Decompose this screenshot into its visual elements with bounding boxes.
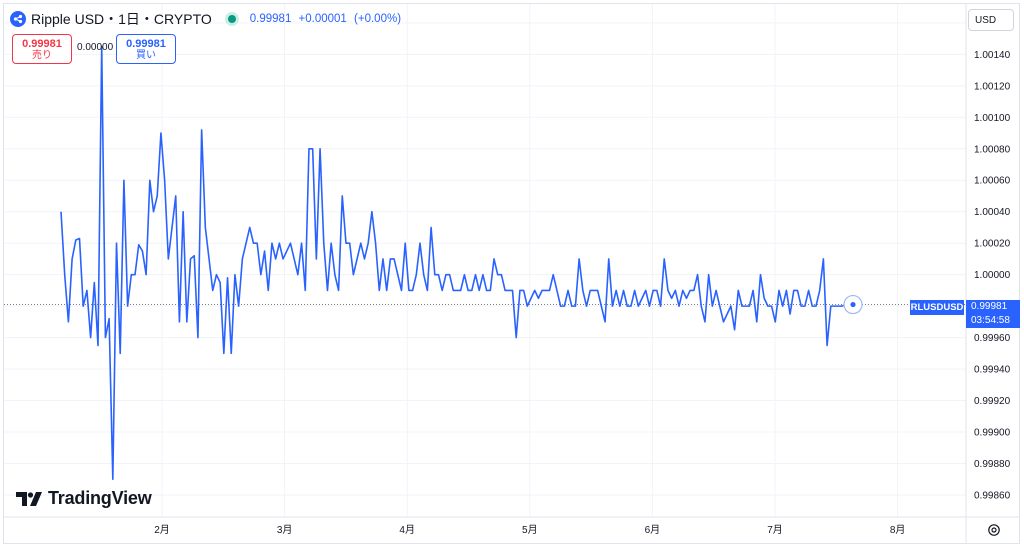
price-axis[interactable]: 1.001601.001401.001201.001001.000801.000… — [974, 18, 1011, 501]
buy-button[interactable]: 0.99981 買い — [116, 34, 176, 64]
buy-price: 0.99981 — [126, 38, 166, 50]
y-tick-label: 1.00060 — [974, 176, 1011, 187]
y-tick-label: 0.99880 — [974, 459, 1011, 470]
symbol-title[interactable]: Ripple USD・1日・CRYPTO — [31, 11, 212, 27]
x-tick-label: 5月 — [522, 524, 538, 536]
change-value: +0.00001 — [298, 13, 347, 25]
price-series-line[interactable] — [60, 45, 853, 481]
x-tick-label: 2月 — [154, 524, 170, 536]
y-tick-label: 1.00000 — [974, 270, 1011, 281]
sell-price: 0.99981 — [22, 38, 62, 50]
sell-label: 売り — [32, 50, 52, 61]
tradingview-logo[interactable]: TradingView — [16, 488, 152, 509]
market-open-icon — [227, 15, 236, 23]
settings-icon[interactable] — [986, 522, 1002, 538]
y-tick-label: 1.00020 — [974, 239, 1011, 250]
x-tick-label: 7月 — [767, 524, 783, 536]
y-tick-label: 0.99960 — [974, 333, 1011, 344]
last-price-value: 0.99981 — [971, 301, 1008, 312]
x-tick-label: 6月 — [645, 524, 661, 536]
tradingview-logo-icon — [16, 491, 42, 506]
y-tick-label: 1.00040 — [974, 207, 1011, 218]
currency-button[interactable]: USD — [968, 9, 1014, 31]
x-tick-label: 8月 — [890, 524, 906, 536]
y-tick-label: 0.99920 — [974, 396, 1011, 407]
y-tick-label: 1.00120 — [974, 81, 1011, 92]
ripple-icon — [10, 11, 26, 27]
x-tick-label: 4月 — [399, 524, 415, 536]
y-tick-label: 1.00080 — [974, 144, 1011, 155]
y-tick-label: 0.99940 — [974, 365, 1011, 376]
sell-button[interactable]: 0.99981 売り — [12, 34, 72, 64]
x-tick-label: 3月 — [277, 524, 293, 536]
y-tick-label: 1.00140 — [974, 50, 1011, 61]
last-price-label: 0.99981 03:54:58 — [966, 300, 1020, 328]
y-tick-label: 0.99860 — [974, 490, 1011, 501]
y-tick-label: 1.00100 — [974, 113, 1011, 124]
buy-label: 買い — [136, 50, 156, 61]
live-point-dot[interactable] — [850, 301, 856, 308]
time-axis[interactable]: 2月 3月 4月 5月 6月 7月 8月 — [154, 524, 905, 536]
spread-value: 0.00000 — [77, 42, 114, 53]
last-value: 0.99981 — [249, 13, 292, 25]
last-symbol-label: RLUSDUSD — [910, 300, 964, 315]
grid-lines — [4, 4, 966, 517]
bar-countdown: 03:54:58 — [971, 315, 1010, 326]
y-tick-label: 0.99900 — [974, 428, 1011, 439]
change-percent: (+0.00%) — [354, 13, 402, 25]
quote-values: 0.99981 +0.00001 (+0.00%) — [250, 13, 405, 25]
legend-header: Ripple USD・1日・CRYPTO 0.99981 +0.00001 (+… — [10, 9, 405, 29]
logo-text: TradingView — [48, 488, 152, 508]
